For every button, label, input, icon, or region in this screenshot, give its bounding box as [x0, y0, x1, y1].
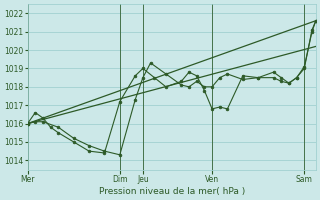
- X-axis label: Pression niveau de la mer( hPa ): Pression niveau de la mer( hPa ): [99, 187, 245, 196]
